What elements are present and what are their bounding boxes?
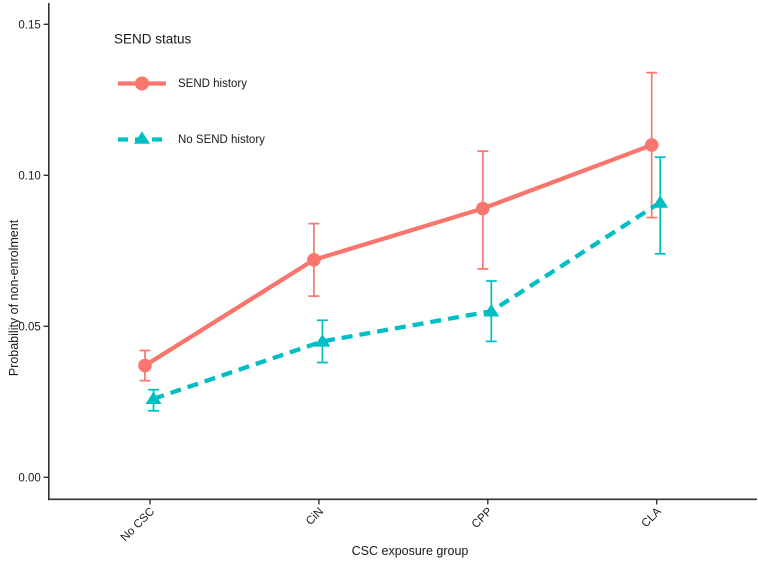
marker-triangle-no-send-history bbox=[483, 303, 500, 317]
marker-triangle-no-send-history bbox=[145, 391, 162, 405]
y-axis-title: Probability of non-enrolment bbox=[7, 219, 21, 377]
legend-title: SEND status bbox=[114, 31, 192, 47]
marker-circle-send-history bbox=[138, 358, 152, 373]
legend-key-send-history bbox=[118, 76, 166, 91]
marker-triangle-no-send-history bbox=[314, 334, 331, 347]
series-no-send-history bbox=[145, 156, 669, 412]
legend-key-circle bbox=[135, 76, 149, 91]
legend-label-no-send-history: No SEND history bbox=[178, 134, 265, 146]
x-tick-label: CLA bbox=[640, 505, 665, 530]
x-tick-label: CPP bbox=[470, 505, 495, 530]
x-tick-label: No CSC bbox=[119, 506, 157, 544]
y-tick-label: 0.10 bbox=[18, 170, 40, 182]
y-tick-label: 0.00 bbox=[18, 472, 40, 484]
marker-circle-send-history bbox=[307, 253, 321, 267]
legend-key-no-send-history bbox=[118, 131, 166, 144]
marker-circle-send-history bbox=[476, 201, 490, 216]
series-send-history bbox=[138, 71, 659, 382]
x-tick-label: CiN bbox=[304, 506, 326, 528]
trend-line-no-send-history bbox=[152, 200, 662, 401]
legend-key-triangle bbox=[134, 131, 150, 144]
marker-circle-send-history bbox=[644, 138, 659, 152]
x-axis-title: CSC exposure group bbox=[351, 544, 469, 558]
legend-label-send-history: SEND history bbox=[178, 78, 248, 90]
y-tick-label: 0.15 bbox=[18, 19, 40, 31]
marker-triangle-no-send-history bbox=[652, 195, 669, 208]
y-tick-label: 0.05 bbox=[18, 321, 40, 333]
trend-line-send-history bbox=[143, 143, 653, 368]
